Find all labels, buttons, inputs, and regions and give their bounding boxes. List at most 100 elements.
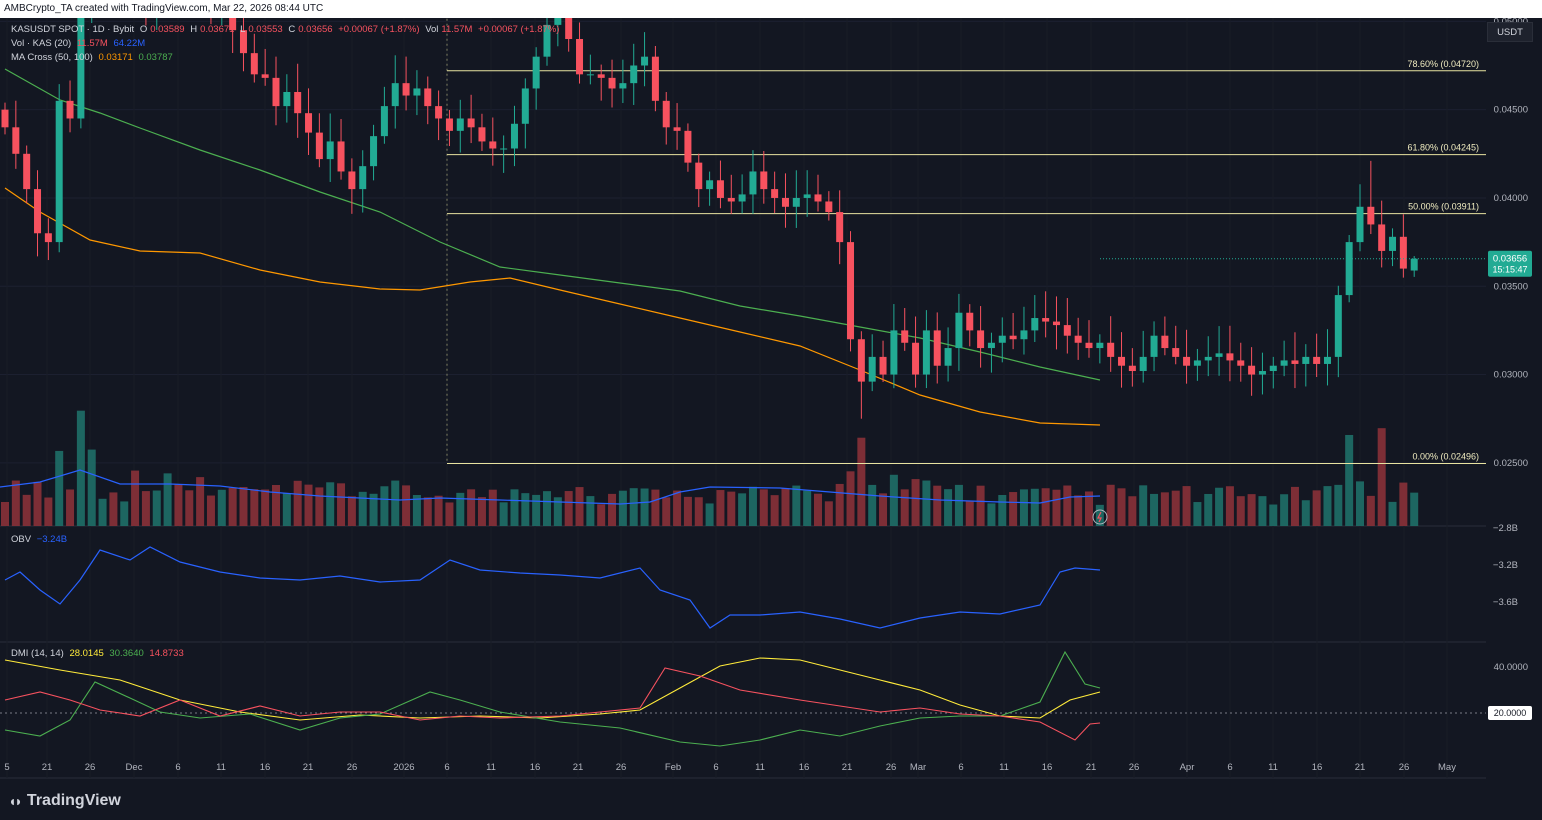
candle: [489, 141, 497, 149]
candle: [1269, 365, 1277, 372]
obv-tick-label: −3.2B: [1493, 560, 1518, 571]
candle: [836, 212, 844, 243]
candle: [532, 56, 540, 89]
candle: [1107, 342, 1115, 357]
volume-bar: [553, 497, 562, 526]
candle: [760, 171, 768, 190]
volume-bar: [716, 490, 725, 526]
volume-bar: [1377, 428, 1386, 526]
dmi-minus-line: [4, 667, 1101, 741]
time-tick-label: 6: [444, 762, 449, 773]
volume-bar: [1106, 484, 1115, 526]
obv-tick-label: −3.6B: [1493, 597, 1518, 608]
candle: [586, 74, 594, 76]
c-label: C: [288, 24, 296, 35]
candle: [1356, 206, 1364, 243]
candle: [250, 53, 258, 75]
volume-bar: [1290, 486, 1299, 526]
candle: [803, 194, 811, 198]
volume-bar: [488, 489, 497, 526]
fib-level-label: 0.00% (0.02496): [1412, 452, 1479, 462]
volume-bar: [326, 482, 335, 526]
candle: [12, 127, 20, 154]
volume-bar: [1366, 495, 1375, 526]
candles: [1, 18, 1418, 419]
candle: [857, 339, 865, 382]
dmi-level-badge: [1488, 706, 1532, 720]
candle: [1042, 318, 1050, 322]
volume-bar: [608, 493, 617, 526]
candle: [283, 91, 291, 107]
candle: [521, 88, 529, 124]
dmi-adx-line: [4, 657, 1101, 721]
candle: [510, 123, 518, 149]
volume-bar: [629, 488, 638, 526]
candle: [359, 166, 367, 190]
volume-bar: [597, 504, 606, 526]
volume-bar: [792, 485, 801, 526]
time-tick-label: 26: [1129, 762, 1140, 773]
time-tick-label: 21: [42, 762, 53, 773]
candle: [1150, 335, 1158, 357]
price-tick-label: 0.03500: [1494, 281, 1528, 292]
candle: [608, 77, 616, 89]
currency-button[interactable]: USDT: [1487, 22, 1533, 42]
candle: [576, 39, 584, 75]
candle: [716, 180, 724, 198]
volume-bar: [1182, 486, 1191, 526]
volume-bar: [922, 480, 931, 526]
candle: [944, 348, 952, 366]
volume-bar: [1225, 486, 1234, 526]
candle: [554, 18, 562, 25]
volume-bar: [196, 477, 205, 526]
volume-bar: [944, 489, 953, 526]
candle: [1074, 335, 1082, 343]
candle: [1172, 348, 1180, 357]
time-tick-label: 16: [1312, 762, 1323, 773]
axes: 0.070000.065000.060000.055000.050000.045…: [4, 18, 1542, 780]
volume-bar: [673, 490, 682, 526]
candle: [727, 197, 735, 202]
candle: [662, 100, 670, 128]
candle: [1085, 342, 1093, 349]
candle: [1345, 242, 1353, 296]
candle: [66, 100, 74, 119]
candle: [749, 171, 757, 195]
candle: [1139, 356, 1147, 372]
volume-bar: [1052, 489, 1061, 526]
volume-bar: [857, 437, 866, 526]
volume-bar: [1312, 490, 1321, 526]
candle: [34, 189, 42, 234]
chart-canvas[interactable]: 100.00% (0.05326)78.60% (0.04720)61.80% …: [0, 18, 1542, 780]
volume-bar: [705, 503, 714, 526]
time-tick-label: 2026: [393, 762, 414, 773]
price-axis-panel: [1486, 18, 1542, 780]
vol-ind-v1: 11.57M: [76, 38, 108, 49]
vol-value: 11.57M: [441, 24, 473, 35]
candle: [337, 141, 345, 172]
volume-bar: [987, 503, 996, 526]
price-tick-label: 0.03000: [1494, 370, 1528, 381]
tradingview-logo-icon: ◖◗: [8, 793, 23, 809]
candle: [1128, 365, 1136, 372]
volume-bar: [543, 491, 551, 526]
volume-bar: [402, 485, 411, 526]
current-price-badge: [1488, 250, 1532, 277]
dmi-v3: 14.8733: [149, 648, 184, 659]
dmi-pane: [0, 650, 1486, 747]
volume-bar: [1009, 492, 1018, 526]
candle: [370, 136, 378, 167]
candle: [619, 83, 627, 89]
candle: [597, 74, 605, 78]
volume-bar: [1193, 502, 1202, 526]
candle: [1204, 356, 1212, 361]
volume-bar: [337, 483, 346, 526]
volume-bar: [586, 496, 595, 526]
dmi-v1: 28.0145: [69, 648, 104, 659]
volume-bar: [824, 501, 833, 526]
candle: [467, 118, 475, 128]
volume-bar: [1247, 494, 1256, 526]
volume-bar: [391, 480, 400, 526]
volume-bar: [1204, 493, 1213, 526]
ma-fast-line: [4, 187, 1101, 426]
